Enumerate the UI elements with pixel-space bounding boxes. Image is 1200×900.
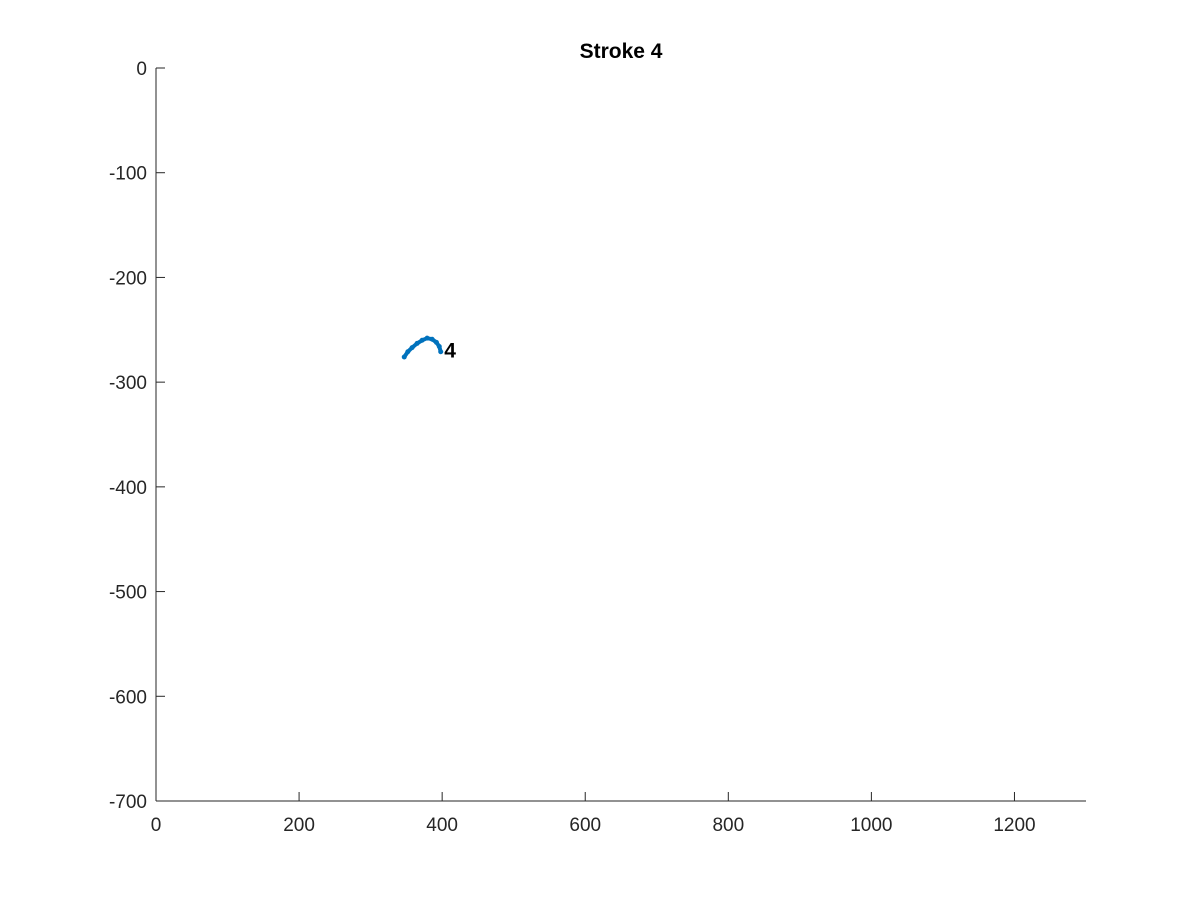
x-tick-label: 800 bbox=[712, 815, 744, 836]
stroke-point bbox=[414, 340, 420, 346]
y-tick-label: -700 bbox=[109, 792, 147, 813]
stroke-point bbox=[401, 354, 407, 360]
stroke-point bbox=[424, 335, 430, 341]
y-tick-label: -200 bbox=[109, 268, 147, 289]
y-tick-label: 0 bbox=[136, 59, 147, 80]
chart-title: Stroke 4 bbox=[580, 40, 663, 63]
y-tick-label: -400 bbox=[109, 478, 147, 499]
annotation-layer: 4 bbox=[444, 340, 456, 363]
x-tick-label: 400 bbox=[426, 815, 458, 836]
stroke-point bbox=[429, 336, 435, 342]
stroke-point bbox=[436, 344, 442, 350]
x-axis-ticks: 0 200 400 600 800 1000 1200 bbox=[151, 792, 1036, 836]
y-tick-label: -100 bbox=[109, 164, 147, 185]
x-tick-label: 1200 bbox=[993, 815, 1035, 836]
stroke-line bbox=[402, 336, 443, 359]
x-tick-label: 1000 bbox=[850, 815, 892, 836]
stroke-point bbox=[409, 345, 415, 351]
series-layer bbox=[401, 335, 444, 360]
stroke-point bbox=[405, 349, 411, 355]
stroke-number-label: 4 bbox=[444, 340, 456, 363]
x-tick-label: 600 bbox=[569, 815, 601, 836]
stroke-point bbox=[419, 337, 425, 343]
y-axis-ticks: 0 -100 -200 -300 -400 -500 -600 -700 bbox=[109, 59, 165, 813]
y-tick-label: -300 bbox=[109, 373, 147, 394]
y-tick-label: -600 bbox=[109, 687, 147, 708]
x-tick-label: 0 bbox=[151, 815, 162, 836]
x-tick-label: 200 bbox=[283, 815, 315, 836]
stroke-point bbox=[438, 349, 444, 355]
y-tick-label: -500 bbox=[109, 583, 147, 604]
stroke-point bbox=[433, 339, 439, 345]
